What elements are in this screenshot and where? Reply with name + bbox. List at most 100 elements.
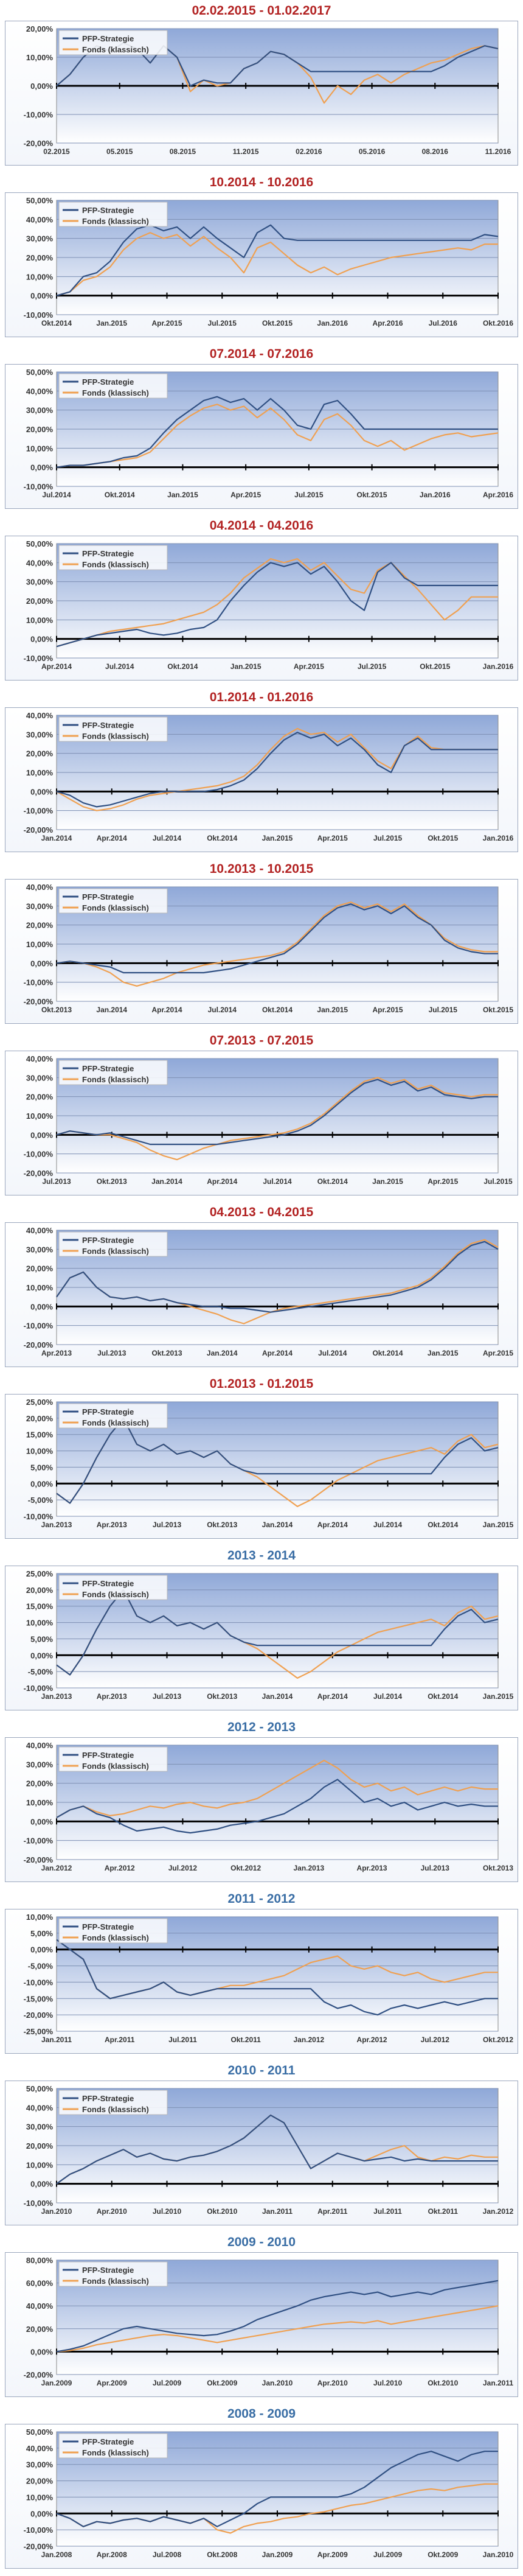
y-tick-label: 0,00% <box>30 959 53 968</box>
legend-label-fund: Fonds (klassisch) <box>82 2448 149 2457</box>
y-tick-label: -25,00% <box>24 2027 54 2036</box>
x-tick-label: Apr.2012 <box>105 1864 135 1872</box>
chart-frame: 20,00% 10,00% 0,00% -10,00% -20,00% 02.2015 05… <box>5 21 518 166</box>
legend-box <box>58 1575 168 1600</box>
series-line-strategy <box>56 732 498 808</box>
x-tick-label: Jul.2014 <box>263 1177 292 1186</box>
line-chart: 40,00% 30,00% 20,00% 10,00% 0,00% -10,00% -20,… <box>24 1741 514 1872</box>
chart-panel: 07.2013 - 07.2015 40,00% 30,00% 20,00% 10,00… <box>0 1030 523 1202</box>
line-chart: 25,00% 20,00% 15,00% 10,00% 5,00% 0,00% -5,00%… <box>24 1398 514 1529</box>
y-tick-label: 30,00% <box>26 578 54 587</box>
y-tick-label: 0,00% <box>30 635 53 644</box>
y-tick-label: 10,00% <box>26 1913 54 1922</box>
x-tick-label: 11.2015 <box>233 147 259 156</box>
x-tick-label: Jul.2013 <box>153 1521 182 1529</box>
y-tick-label: 40,00% <box>26 2444 54 2453</box>
x-tick-label: Okt.2009 <box>428 2550 458 2559</box>
x-tick-label: Jul.2012 <box>168 1864 198 1872</box>
y-tick-label: 80,00% <box>26 2256 54 2265</box>
x-tick-label: Apr.2013 <box>357 1864 387 1872</box>
y-tick-label: 30,00% <box>26 1245 54 1254</box>
x-tick-label: Okt.2015 <box>262 319 293 327</box>
x-tick-label: Okt.2015 <box>428 834 458 842</box>
x-tick-label: Okt.2014 <box>262 1006 293 1014</box>
chart-frame: 25,00% 20,00% 15,00% 10,00% 5,00% 0,00% -5,00%… <box>5 1394 518 1539</box>
y-tick-label: 40,00% <box>26 2103 54 2112</box>
series-line-strategy <box>56 224 499 296</box>
series-line-strategy <box>56 562 498 648</box>
x-tick-label: Apr.2014 <box>151 1006 182 1014</box>
x-tick-label: Jul.2015 <box>208 319 237 327</box>
legend-box <box>58 2433 168 2459</box>
y-tick-label: -10,00% <box>24 482 54 491</box>
x-tick-label: 05.2016 <box>359 147 386 156</box>
y-tick-label: -20,00% <box>24 2370 54 2379</box>
x-tick-label: Apr.2015 <box>483 1349 513 1357</box>
y-tick-label: -10,00% <box>24 1321 54 1331</box>
legend-box <box>58 30 168 55</box>
y-tick-label: -10,00% <box>24 807 54 816</box>
x-tick-label: Jul.2015 <box>429 1006 458 1014</box>
series-line-strategy <box>56 2280 499 2353</box>
x-tick-label: Jul.2014 <box>208 1006 237 1014</box>
x-tick-label: Jan.2014 <box>262 1692 293 1701</box>
x-tick-label: Okt.2014 <box>207 834 237 842</box>
y-tick-label: 20,00% <box>26 1414 54 1423</box>
y-tick-label: 0,00% <box>30 1479 53 1488</box>
x-tick-label: Jul.2015 <box>358 662 387 671</box>
y-tick-label: 20,00% <box>26 1093 54 1102</box>
y-tick-label: 50,00% <box>26 196 54 205</box>
chart-panel: 10.2014 - 10.2016 50,00% 40,00% 30,00% 20,00… <box>0 172 523 343</box>
x-tick-label: Jan.2014 <box>96 1006 127 1014</box>
y-tick-label: 40,00% <box>26 1054 54 1063</box>
y-tick-label: 10,00% <box>26 272 54 281</box>
chart-title: 2013 - 2014 <box>227 1549 296 1563</box>
x-tick-label: Jan.2016 <box>317 319 348 327</box>
y-tick-label: 0,00% <box>30 1651 53 1660</box>
series-line-strategy <box>56 1779 498 1834</box>
chart-panel: 04.2014 - 04.2016 50,00% 40,00% 30,00% 20,00… <box>0 515 523 687</box>
legend-box <box>58 545 168 570</box>
line-chart: 40,00% 30,00% 20,00% 10,00% 0,00% -10,00% -20,… <box>24 1054 513 1186</box>
line-chart: 50,00% 40,00% 30,00% 20,00% 10,00% 0,00% -10,0… <box>24 539 514 671</box>
y-tick-label: -20,00% <box>24 997 54 1006</box>
x-tick-label: Jul.2013 <box>42 1177 71 1186</box>
y-tick-label: -10,00% <box>24 1978 54 1987</box>
x-tick-label: Okt.2010 <box>207 2207 237 2216</box>
series-line-fund <box>56 2305 499 2353</box>
y-tick-label: 40,00% <box>26 387 54 396</box>
y-tick-label: 50,00% <box>26 2427 54 2437</box>
y-tick-label: 40,00% <box>26 883 54 892</box>
y-tick-label: -20,00% <box>24 1855 54 1864</box>
x-tick-label: Jan.2015 <box>372 1177 403 1186</box>
y-tick-label: 30,00% <box>26 2123 54 2132</box>
legend-label-strategy: PFP-Strategie <box>82 1579 134 1588</box>
x-tick-label: Okt.2013 <box>207 1692 237 1701</box>
y-tick-label: 20,00% <box>26 2325 54 2334</box>
x-tick-label: Jan.2012 <box>293 2035 324 2044</box>
legend-label-fund: Fonds (klassisch) <box>82 560 149 569</box>
y-tick-label: -10,00% <box>24 1150 54 1159</box>
x-tick-label: Okt.2015 <box>420 662 450 671</box>
x-tick-label: Jan.2009 <box>41 2379 72 2387</box>
series-line-strategy <box>56 1939 498 2016</box>
y-tick-label: -10,00% <box>24 654 54 663</box>
x-tick-label: Okt.2014 <box>428 1521 458 1529</box>
x-tick-label: Jan.2013 <box>41 1692 72 1701</box>
legend-box <box>58 1403 168 1429</box>
x-tick-label: Apr.2014 <box>97 834 127 842</box>
chart-frame: 50,00% 40,00% 30,00% 20,00% 10,00% 0,00% -10,0… <box>5 192 518 337</box>
x-tick-label: Apr.2014 <box>41 662 72 671</box>
x-tick-label: 08.2016 <box>422 147 449 156</box>
line-chart: 50,00% 40,00% 30,00% 20,00% 10,00% 0,00% -10,0… <box>24 2427 514 2559</box>
chart-frame: 40,00% 30,00% 20,00% 10,00% 0,00% -10,00% -20,… <box>5 1051 518 1195</box>
x-tick-label: Okt.2014 <box>105 491 135 499</box>
x-tick-label: Apr.2014 <box>262 1349 293 1357</box>
x-tick-label: Okt.2013 <box>151 1349 182 1357</box>
x-tick-label: Jan.2011 <box>41 2035 72 2044</box>
series-line-fund <box>56 558 498 648</box>
